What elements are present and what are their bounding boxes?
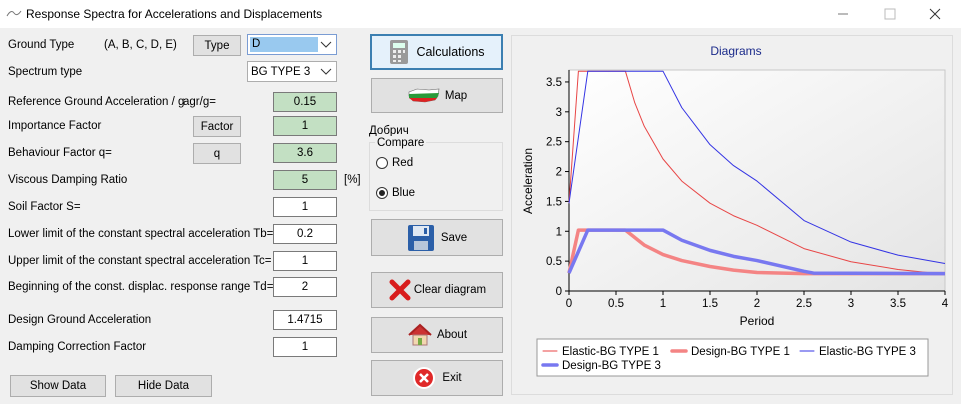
field-input[interactable]: 1.4715	[273, 310, 337, 330]
legend-label: Elastic-BG TYPE 1	[562, 346, 659, 358]
series-line	[567, 228, 946, 276]
radio-button[interactable]	[376, 187, 388, 199]
y-tick-label: 0.5	[546, 256, 562, 268]
field-label: Viscous Damping Ratio	[8, 174, 128, 186]
dropdown-arrow	[320, 41, 332, 48]
x-tick-label: 1.5	[702, 298, 718, 310]
y-axis-label: Acceleration	[521, 148, 535, 214]
y-tick-label: 2.5	[546, 137, 562, 149]
field-label: Reference Ground Acceleration / g	[8, 96, 185, 108]
field-input[interactable]: 0.15	[273, 92, 337, 112]
x-tick-label: 1	[660, 298, 666, 310]
x-tick-label: 3.5	[890, 298, 906, 310]
y-tick-label: 0	[556, 286, 562, 298]
legend-box	[536, 338, 929, 377]
exit-button[interactable]: Exit	[371, 360, 503, 396]
field-input[interactable]: 1	[273, 116, 337, 136]
window-title: Response Spectra for Accelerations and D…	[26, 7, 323, 21]
y-tick-label: 3	[556, 107, 562, 119]
y-tick-label: 2	[556, 167, 562, 179]
exit-icon	[413, 367, 436, 389]
radio-label: Blue	[392, 187, 416, 199]
spectrum-type-label: Spectrum type	[8, 66, 83, 78]
map-icon	[408, 88, 440, 102]
calculations-button[interactable]: Calculations	[370, 34, 503, 70]
clear-icon	[389, 279, 411, 301]
radio-label: Red	[392, 157, 414, 169]
calculator-icon	[390, 40, 409, 64]
y-tick-label: 3.5	[546, 77, 562, 89]
x-tick-label: 2.5	[796, 298, 812, 310]
window-controls[interactable]	[830, 6, 955, 22]
x-tick-label: 4	[942, 298, 949, 310]
about-button[interactable]: About	[371, 317, 503, 353]
button-text: Save	[440, 231, 468, 244]
chart: Diagrams Period Acceleration 0 0.5 1 1.5 2 2.…	[521, 44, 949, 377]
series-line	[568, 70, 946, 275]
x-tick-label: 2	[754, 298, 760, 310]
field-label: Beginning of the const. displac. respons…	[8, 281, 274, 293]
compare-title: Compare	[375, 136, 427, 150]
app-icon	[6, 10, 22, 17]
field-button[interactable]: q	[193, 143, 241, 164]
field-label: Lower limit of the constant spectral acc…	[8, 228, 274, 240]
x-tick-label: 0	[566, 298, 572, 310]
show-data-button[interactable]: Show Data	[10, 375, 106, 397]
ground-type-hint: (A, B, C, D, E)	[104, 39, 177, 51]
button-text: Calculations	[416, 45, 485, 59]
field-symbol: agr/g=	[183, 96, 216, 108]
spectrum-type-value: BG TYPE 3	[251, 66, 311, 78]
hide-data-button[interactable]: Hide Data	[115, 375, 212, 397]
title-bar: Response Spectra for Accelerations and D…	[0, 0, 961, 28]
field-input[interactable]: 1	[273, 197, 337, 217]
field-input[interactable]: 0.2	[273, 224, 337, 244]
button-text: Clear diagram	[413, 284, 487, 296]
chart-title: Diagrams	[710, 44, 761, 58]
field-input[interactable]: 1	[273, 251, 337, 271]
legend-label: Elastic-BG TYPE 3	[819, 346, 916, 358]
home-icon	[408, 323, 432, 346]
field-button[interactable]: Factor	[193, 116, 241, 137]
type-button[interactable]: Type	[193, 35, 241, 56]
dropdown-arrow	[320, 68, 332, 75]
field-label: Upper limit of the constant spectral acc…	[8, 255, 272, 267]
field-input[interactable]: 5	[273, 170, 337, 190]
y-tick-label: 1	[556, 226, 562, 238]
field-label: Importance Factor	[8, 120, 102, 132]
field-input[interactable]: 3.6	[273, 143, 337, 163]
field-label: Damping Correction Factor	[8, 341, 147, 353]
plot-area	[568, 69, 946, 292]
x-axis-label: Period	[740, 314, 775, 328]
x-tick-label: 0.5	[608, 298, 624, 310]
radio-dot	[379, 190, 385, 196]
location-label: Добрич	[369, 125, 409, 137]
spectrum-type-combo[interactable]: BG TYPE 3	[247, 61, 337, 82]
field-input[interactable]: 2	[273, 277, 337, 297]
legend-label: Design-BG TYPE 3	[562, 360, 661, 372]
ground-type-combo[interactable]: D	[247, 34, 337, 55]
clear-diagram-button[interactable]: Clear diagram	[371, 272, 503, 308]
button-text: Exit	[442, 372, 462, 384]
field-label: Behaviour Factor q=	[8, 147, 112, 159]
field-label: Design Ground Acceleration	[8, 314, 152, 326]
y-tick-label: 1.5	[546, 196, 562, 208]
compare-group	[369, 142, 503, 211]
series-line	[568, 70, 946, 265]
radio-button[interactable]	[376, 157, 388, 169]
save-button[interactable]: Save	[371, 219, 503, 256]
field-input[interactable]: 1	[273, 337, 337, 357]
button-text: Map	[444, 89, 468, 102]
ground-type-value: D	[250, 37, 318, 52]
map-button[interactable]: Map	[371, 78, 503, 113]
save-icon	[407, 224, 434, 251]
field-unit: [%]	[344, 174, 361, 186]
field-label: Soil Factor S=	[8, 201, 81, 213]
ground-type-label: Ground Type	[8, 39, 75, 51]
legend-label: Design-BG TYPE 1	[691, 346, 790, 358]
x-tick-label: 3	[848, 298, 854, 310]
button-text: About	[436, 329, 468, 341]
